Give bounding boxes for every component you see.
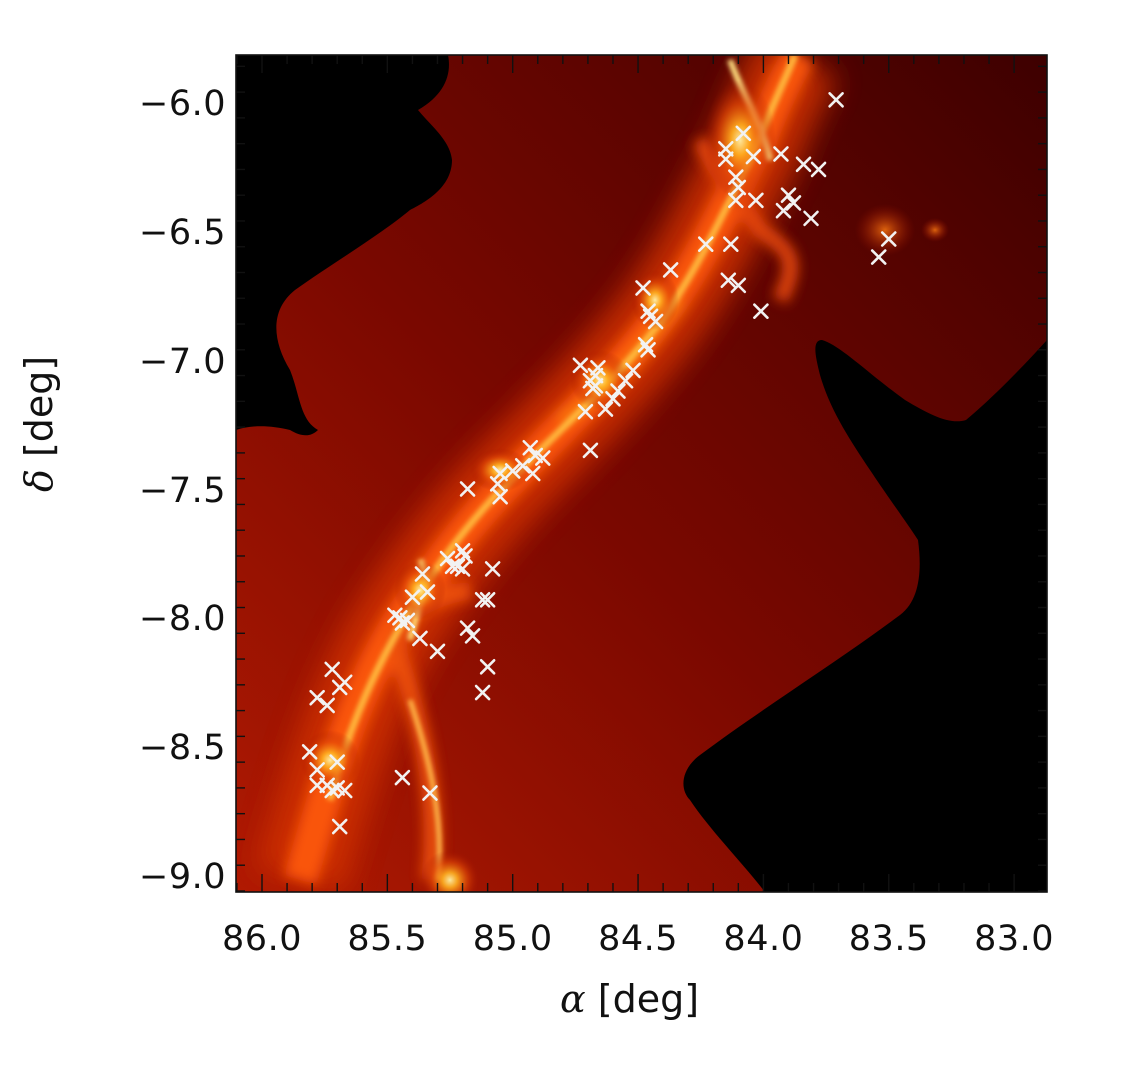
y-tick-label: −6.0 (139, 84, 226, 124)
source-marker-x-icon (640, 342, 656, 358)
source-marker-x-icon (730, 179, 747, 196)
source-marker-x-icon (319, 697, 335, 714)
source-marker-x-icon (635, 280, 651, 296)
source-marker-x-icon (745, 148, 762, 165)
source-marker-x-icon (479, 591, 496, 608)
source-marker-x-icon (748, 192, 764, 209)
source-marker-x-icon (336, 782, 353, 799)
source-marker-x-icon (419, 584, 436, 600)
source-marker-x-icon (870, 249, 887, 265)
source-marker-x-icon (753, 303, 769, 319)
source-marker-x-icon (810, 161, 827, 178)
y-tick-label: −8.5 (139, 728, 226, 769)
source-marker-x-icon (492, 488, 508, 505)
source-marker-x-icon (717, 151, 734, 167)
source-marker-x-icon (504, 463, 521, 479)
source-marker-x-icon (582, 442, 599, 459)
source-marker-x-icon (301, 744, 318, 760)
source-marker-x-icon (662, 262, 679, 278)
source-marker-x-icon (735, 125, 752, 142)
source-marker-x-icon (617, 372, 634, 389)
source-marker-x-icon (457, 548, 473, 564)
source-marker-x-icon (610, 383, 626, 399)
source-marker-x-icon (484, 561, 501, 577)
source-marker-x-icon (605, 390, 621, 407)
source-marker-x-icon (597, 401, 614, 417)
mask-upper-left (236, 55, 452, 436)
source-marker-x-icon (577, 403, 594, 420)
x-tick-label: 86.0 (222, 919, 302, 959)
x-tick-label: 84.0 (723, 919, 804, 959)
source-marker-x-icon (828, 92, 844, 108)
source-markers (301, 92, 897, 835)
source-marker-x-icon (880, 231, 897, 247)
source-marker-x-icon (780, 187, 797, 203)
source-marker-x-icon (331, 679, 348, 696)
source-marker-x-icon (464, 628, 481, 644)
source-marker-x-icon (474, 591, 491, 608)
source-marker-x-icon (785, 195, 802, 211)
source-marker-x-icon (309, 689, 325, 706)
source-marker-x-icon (439, 550, 456, 567)
axis-ticks (236, 55, 1047, 892)
x-tick-label: 83.5 (848, 919, 929, 959)
x-tick-label: 83.0 (974, 919, 1055, 959)
source-marker-x-icon (585, 380, 601, 397)
source-marker-x-icon (309, 762, 325, 778)
source-marker-x-icon (572, 357, 589, 374)
source-marker-x-icon (625, 362, 641, 379)
y-axis-title: δ [deg] (17, 355, 61, 492)
source-marker-x-icon (329, 754, 346, 770)
dust-map-image (236, 55, 1047, 892)
y-tick-label: −8.0 (139, 599, 226, 640)
source-marker-x-icon (394, 615, 411, 631)
source-marker-x-icon (730, 277, 747, 294)
source-marker-x-icon (394, 769, 411, 786)
source-marker-x-icon (795, 156, 812, 173)
source-marker-x-icon (514, 457, 531, 474)
source-marker-x-icon (404, 589, 421, 606)
y-tick-label: −7.5 (139, 470, 226, 511)
x-tick-label: 85.5 (347, 919, 428, 959)
source-marker-x-icon (474, 684, 491, 701)
source-marker-x-icon (459, 620, 476, 636)
x-axis-title: α [deg] (560, 980, 699, 1018)
source-marker-x-icon (412, 630, 428, 647)
source-marker-x-icon (723, 236, 739, 252)
source-marker-x-icon (489, 476, 506, 492)
y-tick-label: −6.5 (139, 212, 226, 253)
x-tick-label: 84.5 (598, 919, 679, 959)
source-marker-x-icon (775, 202, 792, 219)
x-axis-symbol: α (560, 977, 586, 1021)
source-marker-x-icon (642, 308, 659, 325)
source-marker-x-icon (728, 192, 744, 209)
y-axis-symbol: δ (17, 469, 61, 492)
x-axis-unit: [deg] (597, 977, 700, 1021)
y-tick-label: −9.0 (139, 857, 226, 898)
source-marker-x-icon (720, 272, 737, 289)
source-marker-x-icon (697, 236, 714, 252)
mask-right (683, 55, 1047, 892)
y-tick-label: −7.0 (139, 341, 226, 382)
source-marker-x-icon (449, 558, 466, 575)
y-axis-unit: [deg] (17, 355, 61, 458)
source-marker-x-icon (331, 818, 348, 835)
source-marker-x-icon (324, 661, 340, 678)
source-marker-x-icon (479, 658, 496, 675)
source-marker-x-icon (422, 785, 438, 801)
axes-frame (235, 54, 1048, 893)
source-marker-x-icon (773, 146, 789, 162)
source-marker-x-icon (414, 566, 431, 582)
x-tick-label: 85.0 (472, 919, 553, 959)
source-marker-x-icon (459, 481, 476, 497)
source-marker-x-icon (803, 210, 819, 227)
source-marker-x-icon (524, 465, 541, 482)
source-marker-x-icon (429, 643, 446, 660)
source-marker-x-icon (522, 439, 539, 456)
source-marker-x-icon (534, 450, 551, 466)
